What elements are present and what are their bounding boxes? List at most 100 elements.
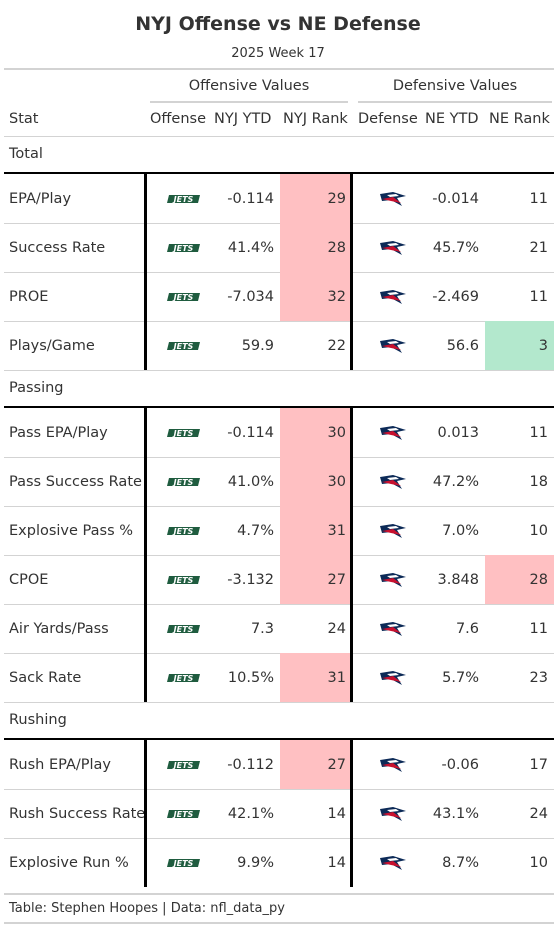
defense-logo-cell <box>352 506 434 555</box>
nyj-ytd-value: 41.0% <box>227 473 274 490</box>
row-divider <box>4 506 554 507</box>
nyj-ytd-value: -3.132 <box>227 571 274 588</box>
table-row: CPOE JETS -3.132 27 3.848 28 <box>0 555 556 604</box>
offense-logo-cell: JETS <box>146 789 222 838</box>
nyj-rank-value: 24 <box>327 620 346 637</box>
patriots-logo-icon <box>380 425 406 440</box>
offense-logo-cell: JETS <box>146 740 222 789</box>
defense-logo-cell <box>352 321 434 370</box>
offense-logo-cell: JETS <box>146 838 222 887</box>
svg-text:JETS: JETS <box>172 674 194 683</box>
table-row: Pass EPA/Play JETS -0.114 30 0.013 11 <box>0 408 556 457</box>
offense-logo-cell: JETS <box>146 555 222 604</box>
ne-ytd-value: 7.6 <box>455 620 479 637</box>
patriots-logo-icon <box>380 474 406 489</box>
nyj-ytd-value: 10.5% <box>227 669 274 686</box>
ne-ytd-value: 0.013 <box>437 424 479 441</box>
col-header-defense: Defense <box>358 111 418 127</box>
defense-logo-cell <box>352 223 434 272</box>
group-top-rule <box>4 172 554 174</box>
svg-text:JETS: JETS <box>172 527 194 536</box>
ne-rank-value: 17 <box>529 756 548 773</box>
ne-ytd-value: -2.469 <box>432 288 479 305</box>
patriots-logo-icon <box>380 855 406 870</box>
patriots-logo-icon <box>380 338 406 353</box>
nyj-ytd-value: -0.112 <box>227 756 274 773</box>
ne-ytd-value: 3.848 <box>437 571 479 588</box>
nyj-rank-value: 14 <box>327 854 346 871</box>
svg-text:JETS: JETS <box>172 478 194 487</box>
footer-divider <box>4 893 554 895</box>
defense-logo-cell <box>352 653 434 702</box>
ne-rank-value: 11 <box>529 424 548 441</box>
table-subtitle: 2025 Week 17 <box>231 46 325 61</box>
offense-logo-cell: JETS <box>146 653 222 702</box>
jets-logo-icon: JETS <box>167 477 200 487</box>
patriots-logo-icon <box>380 621 406 636</box>
col-header-stat: Stat <box>9 111 39 127</box>
col-header-nyj-rank: NYJ Rank <box>283 111 348 127</box>
col-header-nyj-ytd: NYJ YTD <box>214 111 272 127</box>
table-row: Rush EPA/Play JETS -0.112 27 -0.06 17 <box>0 740 556 789</box>
group-vertical-rule <box>144 738 147 887</box>
nyj-rank-value: 27 <box>280 740 352 789</box>
nyj-ytd-value: -7.034 <box>227 288 274 305</box>
nyj-ytd-value: -0.114 <box>227 190 274 207</box>
nyj-ytd-value: 4.7% <box>237 522 274 539</box>
table-row: EPA/Play JETS -0.114 29 -0.014 11 <box>0 174 556 223</box>
offensive-values-spanner: Offensive Values <box>188 78 310 94</box>
col-header-ne-rank: NE Rank <box>489 111 550 127</box>
ne-ytd-value: 8.7% <box>442 854 479 871</box>
row-divider <box>4 653 554 654</box>
jets-logo-icon: JETS <box>167 341 200 351</box>
nyj-rank-value: 28 <box>280 223 352 272</box>
svg-text:JETS: JETS <box>172 810 194 819</box>
row-divider <box>4 223 554 224</box>
svg-text:JETS: JETS <box>172 625 194 634</box>
stat-label: PROE <box>9 288 49 305</box>
table-row: PROE JETS -7.034 32 -2.469 11 <box>0 272 556 321</box>
row-divider <box>4 555 554 556</box>
defense-logo-cell <box>352 272 434 321</box>
stat-label: EPA/Play <box>9 190 72 207</box>
patriots-logo-icon <box>380 806 406 821</box>
patriots-logo-icon <box>380 191 406 206</box>
defense-logo-cell <box>352 604 434 653</box>
row-divider <box>4 838 554 839</box>
nyj-ytd-value: 7.3 <box>250 620 274 637</box>
defensive-spanner-rule <box>358 101 552 103</box>
stat-label: Rush Success Rate <box>9 805 146 822</box>
table-row: Pass Success Rate JETS 41.0% 30 47.2% 18 <box>0 457 556 506</box>
ne-ytd-value: 47.2% <box>432 473 479 490</box>
table-row: Sack Rate JETS 10.5% 31 5.7% 23 <box>0 653 556 702</box>
row-divider <box>4 321 554 322</box>
jets-logo-icon: JETS <box>167 673 200 683</box>
offense-logo-cell: JETS <box>146 223 222 272</box>
svg-text:JETS: JETS <box>172 429 194 438</box>
nyj-rank-value: 31 <box>280 653 352 702</box>
stat-label: Explosive Run % <box>9 854 129 871</box>
nyj-rank-value: 30 <box>280 408 352 457</box>
nyj-ytd-value: 9.9% <box>237 854 274 871</box>
ne-rank-value: 23 <box>529 669 548 686</box>
nyj-rank-value: 29 <box>280 174 352 223</box>
defense-logo-cell <box>352 740 434 789</box>
patriots-logo-icon <box>380 289 406 304</box>
stat-label: Success Rate <box>9 239 106 256</box>
defense-logo-cell <box>352 408 434 457</box>
offense-logo-cell: JETS <box>146 272 222 321</box>
nyj-rank-value: 22 <box>327 337 346 354</box>
offense-logo-cell: JETS <box>146 506 222 555</box>
ne-rank-value: 21 <box>529 239 548 256</box>
nyj-rank-value: 31 <box>280 506 352 555</box>
group-vertical-rule <box>144 172 147 370</box>
jets-logo-icon: JETS <box>167 809 200 819</box>
defense-logo-cell <box>352 789 434 838</box>
nyj-rank-value: 27 <box>280 555 352 604</box>
row-divider <box>4 604 554 605</box>
nyj-rank-value: 30 <box>280 457 352 506</box>
svg-text:JETS: JETS <box>172 859 194 868</box>
defense-logo-cell <box>352 838 434 887</box>
ne-rank-value: 11 <box>529 620 548 637</box>
title-divider <box>4 68 554 70</box>
